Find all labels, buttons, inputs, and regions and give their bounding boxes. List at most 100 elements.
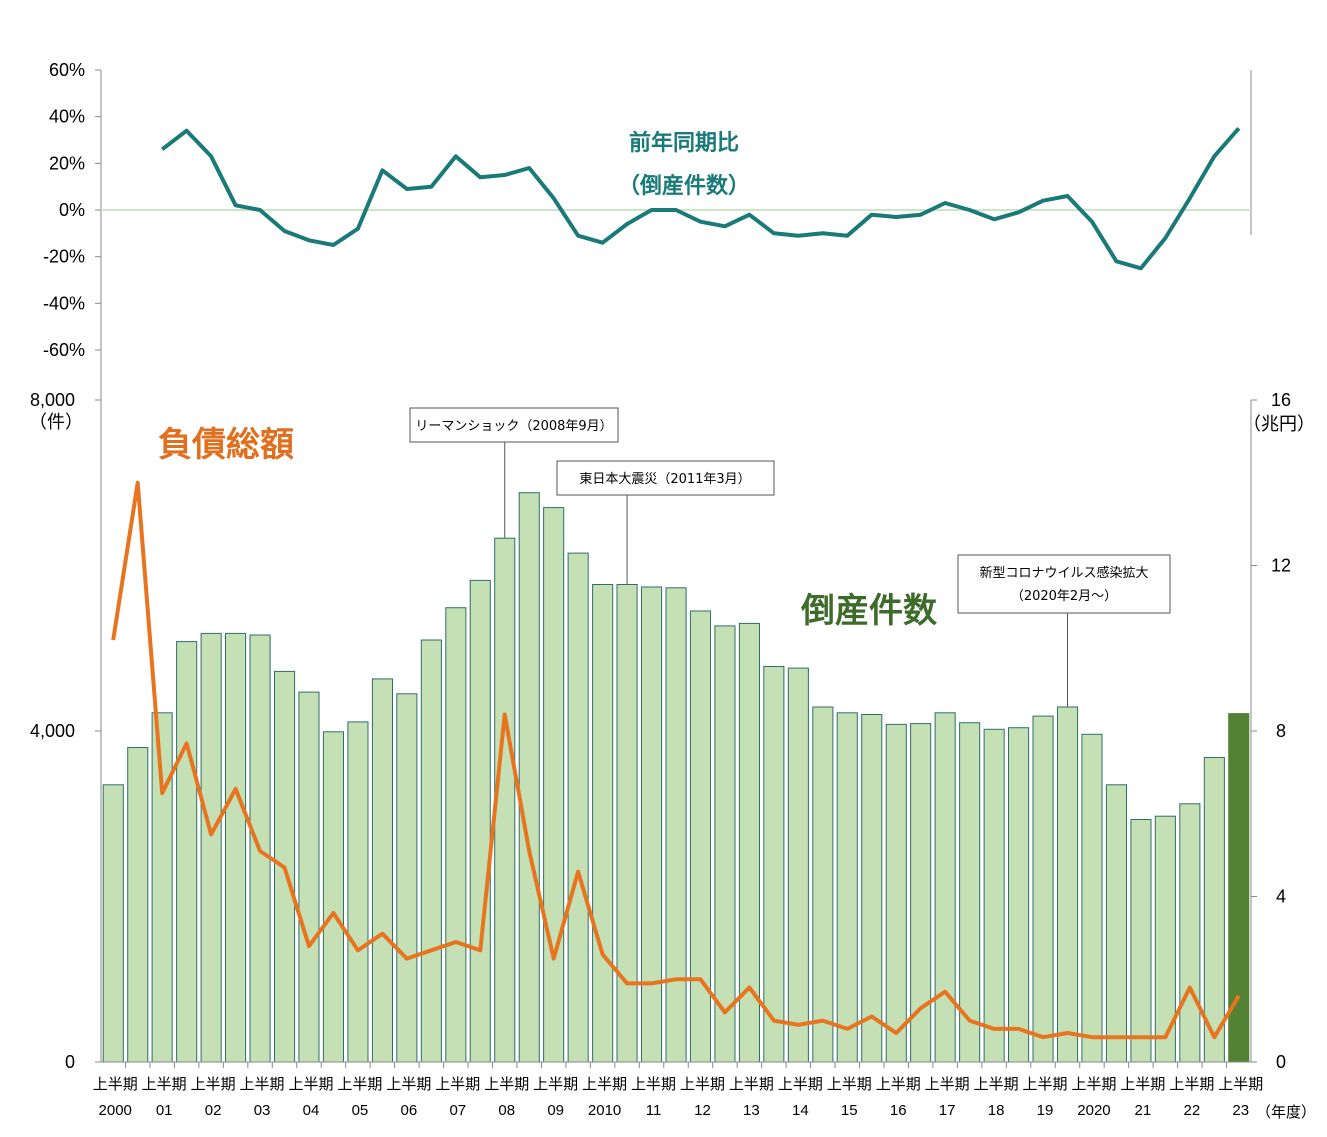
bar xyxy=(983,728,1005,1063)
left-axis-unit: （件） xyxy=(29,412,83,432)
bar xyxy=(665,587,687,1063)
x-year-label: 08 xyxy=(498,1102,515,1119)
bar xyxy=(469,579,491,1063)
bar xyxy=(689,610,712,1063)
bar xyxy=(836,712,858,1063)
x-half-label: 上半期 xyxy=(1023,1076,1068,1093)
x-half-label: 上半期 xyxy=(1218,1076,1263,1093)
x-year-label: 21 xyxy=(1135,1102,1152,1119)
axes: 60%40%20%0%-20%-40%-60%04,0008,000（件）048… xyxy=(29,60,1316,1121)
x-half-label: 上半期 xyxy=(778,1076,823,1093)
x-half-label: 上半期 xyxy=(974,1076,1019,1093)
yoy-subtitle: （倒産件数） xyxy=(618,173,750,199)
x-year-label: 11 xyxy=(646,1102,662,1119)
bar xyxy=(200,632,222,1063)
x-half-label: 上半期 xyxy=(240,1076,285,1093)
x-half-label: 上半期 xyxy=(142,1076,187,1093)
x-year-label: 2010 xyxy=(588,1102,621,1119)
x-half-label: 上半期 xyxy=(1120,1076,1165,1093)
x-half-label: 上半期 xyxy=(729,1076,774,1093)
bar xyxy=(420,639,442,1063)
bar xyxy=(1008,727,1030,1063)
debt-tick-label: 12 xyxy=(1271,556,1291,576)
bar xyxy=(1032,715,1054,1063)
bar xyxy=(1130,819,1152,1063)
annotation-label: 新型コロナウイルス感染拡大 xyxy=(979,565,1148,581)
x-half-label: 上半期 xyxy=(533,1076,578,1093)
bar xyxy=(641,586,663,1063)
yoy-tick-label: 20% xyxy=(49,153,85,173)
x-year-label: 09 xyxy=(547,1102,564,1119)
annotation-label: リーマンショック（2008年9月） xyxy=(415,419,612,434)
x-half-label: 上半期 xyxy=(925,1076,970,1093)
debt-tick-label: 0 xyxy=(1276,1052,1286,1072)
x-year-label: 18 xyxy=(988,1102,1005,1119)
x-year-label: 15 xyxy=(841,1102,858,1119)
annotation-label: （2020年2月～） xyxy=(1011,589,1117,604)
bar xyxy=(787,667,809,1063)
annotations: リーマンショック（2008年9月） 東日本大震災（2011年3月） 新型コロナウイル… xyxy=(409,407,1171,708)
bar xyxy=(1203,757,1225,1063)
yoy-title: 前年同期比 xyxy=(629,130,739,156)
bar xyxy=(176,641,198,1063)
bar xyxy=(371,678,393,1063)
annotation-box xyxy=(556,460,775,496)
x-half-label: 上半期 xyxy=(1071,1076,1116,1093)
bar xyxy=(910,723,932,1063)
x-year-label: 03 xyxy=(254,1102,271,1119)
x-half-label: 上半期 xyxy=(288,1076,333,1093)
bar xyxy=(298,691,320,1063)
x-half-label: 上半期 xyxy=(484,1076,529,1093)
count-tick-label: 8,000 xyxy=(30,390,75,410)
x-half-label: 上半期 xyxy=(827,1076,872,1093)
right-axis-unit: （兆円） xyxy=(1243,414,1315,434)
bar xyxy=(322,731,344,1063)
debt-line-group xyxy=(111,480,1241,1040)
x-half-label: 上半期 xyxy=(191,1076,236,1093)
x-half-label: 上半期 xyxy=(1169,1076,1214,1093)
bar xyxy=(396,693,418,1063)
yoy-tick-label: -40% xyxy=(43,293,85,313)
count-tick-label: 0 xyxy=(65,1052,75,1072)
debt-tick-label: 8 xyxy=(1276,721,1286,741)
x-half-label: 上半期 xyxy=(386,1076,431,1093)
bar xyxy=(543,507,565,1063)
x-year-label: 07 xyxy=(449,1102,466,1119)
bar xyxy=(861,714,883,1063)
annotation-box xyxy=(957,554,1171,614)
x-year-label: 01 xyxy=(156,1102,173,1119)
bar xyxy=(518,492,540,1063)
bar xyxy=(1105,784,1128,1063)
x-axis-unit: （年度） xyxy=(1256,1104,1316,1121)
bar xyxy=(445,607,467,1063)
x-year-label: 2000 xyxy=(99,1102,132,1119)
x-year-label: 16 xyxy=(890,1102,907,1119)
bar xyxy=(934,712,956,1063)
x-year-label: 19 xyxy=(1037,1102,1054,1119)
x-year-label: 23 xyxy=(1232,1102,1249,1119)
bar xyxy=(102,784,124,1063)
bar xyxy=(225,632,247,1063)
bar xyxy=(616,584,638,1063)
count-title: 倒産件数 xyxy=(800,591,937,631)
yoy-tick-label: 40% xyxy=(49,107,85,127)
x-year-label: 22 xyxy=(1183,1102,1200,1119)
bar xyxy=(151,712,173,1063)
bar xyxy=(812,706,834,1063)
x-year-label: 05 xyxy=(352,1102,369,1119)
x-half-label: 上半期 xyxy=(582,1076,627,1093)
bar xyxy=(347,721,369,1063)
x-half-label: 上半期 xyxy=(631,1076,676,1093)
bar xyxy=(1057,706,1079,1063)
debt-title: 負債総額 xyxy=(158,425,294,465)
yoy-tick-label: -20% xyxy=(43,247,85,267)
debt-tick-label: 4 xyxy=(1276,887,1286,907)
yoy-tick-label: 0% xyxy=(59,200,85,220)
bar xyxy=(1179,803,1201,1063)
x-year-label: 06 xyxy=(401,1102,418,1119)
bar xyxy=(567,552,589,1063)
bar xyxy=(1081,733,1103,1063)
x-year-label: 02 xyxy=(205,1102,222,1119)
